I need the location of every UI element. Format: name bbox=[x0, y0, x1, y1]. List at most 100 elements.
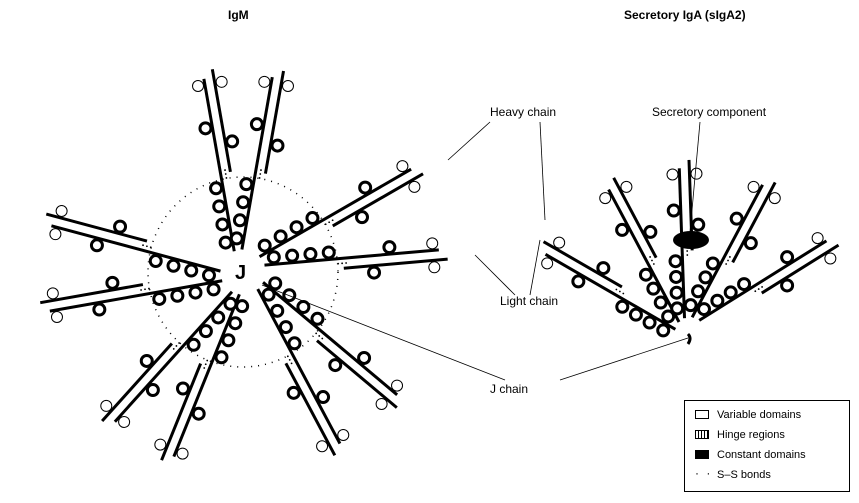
heavy-chain-bar bbox=[49, 279, 223, 313]
legend-label: S–S bonds bbox=[717, 469, 771, 481]
constant-domain-loop bbox=[198, 121, 213, 136]
heavy-chain-bar bbox=[264, 248, 439, 267]
constant-domain-loop bbox=[285, 248, 300, 263]
ss-bond-dot bbox=[140, 289, 142, 291]
light-chain-label: Light chain bbox=[500, 294, 559, 308]
constant-domain-loop bbox=[223, 296, 238, 311]
variable-domain-loop bbox=[192, 79, 205, 92]
constant-domain-loop bbox=[211, 310, 226, 325]
constant-domain-loop bbox=[683, 298, 698, 313]
ss-bond-dot bbox=[686, 250, 689, 252]
constant-domain-loop bbox=[710, 293, 725, 308]
light-chain-bar bbox=[45, 212, 148, 243]
constant-domain-loop bbox=[643, 224, 658, 239]
antibody-arm bbox=[154, 293, 250, 461]
constant-domain-loop bbox=[691, 284, 706, 299]
variable-domain-loop bbox=[666, 168, 679, 181]
variable-domain-loop bbox=[215, 75, 228, 88]
j-chain-shape bbox=[686, 332, 692, 345]
igm-pentamer bbox=[39, 68, 448, 461]
variable-domain-loop bbox=[408, 180, 421, 193]
constant-domain-loop bbox=[661, 309, 676, 324]
ss-bond-dot bbox=[651, 259, 653, 262]
constant-domain-loop bbox=[105, 275, 120, 290]
constant-domain-loop bbox=[737, 277, 752, 292]
constant-domain-loop bbox=[261, 287, 276, 302]
variable-domain-loop bbox=[100, 399, 113, 412]
antibody-arm bbox=[683, 180, 781, 318]
antibody-arm bbox=[100, 290, 238, 428]
siga-title: Secretory IgA (sIgA2) bbox=[624, 8, 746, 22]
light-chain-bar bbox=[210, 68, 232, 173]
constant-domain-loop bbox=[287, 336, 302, 351]
ss-bond-dot bbox=[757, 288, 760, 290]
constant-domain-loop bbox=[228, 316, 243, 331]
ss-bond-dot bbox=[224, 173, 227, 175]
ss-bond-dot bbox=[259, 173, 262, 175]
ss-bond-dot bbox=[142, 244, 144, 247]
variable-domain-loop bbox=[281, 79, 294, 92]
heavy-chain-bar bbox=[690, 184, 764, 318]
ss-bond-dot bbox=[144, 288, 146, 291]
constant-domain-loop bbox=[303, 247, 318, 262]
constant-domain-loop bbox=[198, 324, 213, 339]
light-chain-bar bbox=[612, 177, 658, 259]
variable-domain-loop bbox=[768, 192, 781, 205]
constant-domain-loop bbox=[305, 211, 320, 226]
constant-domain-loop bbox=[235, 299, 250, 314]
callout-line bbox=[539, 121, 546, 221]
constant-domain-loop bbox=[653, 295, 668, 310]
constant-domain-loop bbox=[628, 307, 643, 322]
variable-domain-loop bbox=[316, 440, 329, 453]
ss-bond-dot bbox=[331, 219, 334, 222]
variable-domain-loop bbox=[375, 397, 388, 410]
antibody-arm bbox=[696, 232, 840, 322]
constant-domain-loop bbox=[646, 281, 661, 296]
constant-domain-loop bbox=[188, 285, 203, 300]
constant-domain-loop bbox=[357, 350, 372, 365]
constant-domain-loop bbox=[691, 217, 706, 232]
constant-domain-loop bbox=[201, 268, 216, 283]
constant-domain-loop bbox=[212, 199, 227, 214]
constant-domain-loop bbox=[729, 211, 744, 226]
ss-bond-dot bbox=[260, 169, 262, 171]
constant-domain-loop bbox=[723, 285, 738, 300]
variable-domain-loop bbox=[747, 180, 760, 193]
antibody-arm bbox=[256, 287, 350, 457]
constant-domain-loop bbox=[743, 236, 758, 251]
ss-bond-dot bbox=[315, 332, 318, 335]
light-chain-bar bbox=[100, 342, 173, 423]
constant-domain-loop bbox=[89, 238, 104, 253]
constant-domain-loop bbox=[669, 269, 684, 284]
constant-domain-loop bbox=[273, 229, 288, 244]
variable-domain-loop bbox=[690, 167, 703, 180]
legend: Variable domains Hinge regions Constant … bbox=[684, 400, 850, 492]
heavy-chain-bar bbox=[607, 188, 681, 323]
heavy-chain-bar bbox=[172, 293, 241, 458]
constant-domain-loop bbox=[705, 256, 720, 271]
ss-bond-swatch: · · bbox=[695, 466, 713, 480]
light-chain-bar bbox=[731, 181, 777, 264]
ss-bond-dot bbox=[341, 262, 344, 265]
constant-domain-loop bbox=[206, 282, 221, 297]
constant-domain-loop bbox=[615, 299, 630, 314]
constant-domain-loop bbox=[278, 320, 293, 335]
constant-domain-loop bbox=[310, 311, 325, 326]
constant-domain-loop bbox=[656, 323, 671, 338]
light-chain-bar bbox=[39, 283, 144, 305]
constant-domain-loop bbox=[209, 181, 224, 196]
heavy-chain-bar bbox=[51, 224, 221, 273]
constant-domain-loop bbox=[669, 285, 684, 300]
constant-domain-loop bbox=[215, 217, 230, 232]
variable-domain-loop bbox=[49, 228, 62, 241]
heavy-chain-bar bbox=[262, 281, 399, 396]
igm-title: IgM bbox=[228, 8, 249, 22]
ss-bond-dot bbox=[145, 245, 148, 248]
variable-domain-loop bbox=[176, 447, 189, 460]
legend-label: Variable domains bbox=[717, 409, 802, 421]
constant-domain-loop bbox=[296, 299, 311, 314]
legend-label: Hinge regions bbox=[717, 429, 785, 441]
heavy-chain-bar bbox=[202, 78, 236, 252]
constant-domain-loop bbox=[270, 303, 285, 318]
constant-domain-loop bbox=[382, 240, 397, 255]
